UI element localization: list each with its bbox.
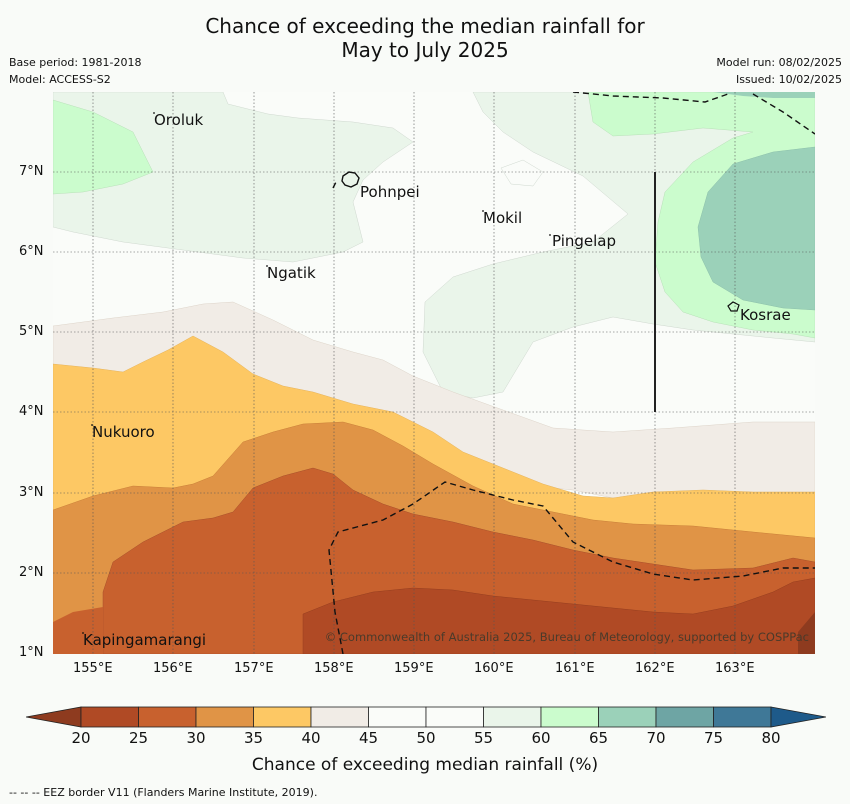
lat-label-7: 7°N bbox=[19, 164, 44, 179]
region-50-55-pocket bbox=[500, 159, 544, 187]
eez-borders bbox=[328, 92, 815, 654]
colorbar-tick-50: 50 bbox=[416, 729, 436, 747]
model-run: Model run: 08/02/2025 bbox=[716, 56, 842, 69]
colorbar-tick-40: 40 bbox=[301, 729, 321, 747]
lat-label-5: 5°N bbox=[19, 324, 44, 339]
lat-label-2: 2°N bbox=[19, 565, 44, 580]
place-ngatik: Ngatik bbox=[267, 264, 316, 282]
colorbar-cell-40-45 bbox=[310, 706, 369, 728]
colorbar-cell-70-75 bbox=[655, 706, 714, 728]
region-below-20 bbox=[798, 612, 815, 654]
region-65-70-north bbox=[713, 92, 815, 98]
colorbar-cells bbox=[80, 706, 772, 728]
ngatik-marker bbox=[266, 265, 268, 267]
copyright-notice: © Commonwealth of Australia 2025, Bureau… bbox=[324, 630, 809, 644]
colorbar-cell-45-50 bbox=[368, 706, 427, 728]
colorbar-tick-35: 35 bbox=[243, 729, 264, 747]
title-line-1: Chance of exceeding the median rainfall … bbox=[205, 14, 645, 38]
colorbar bbox=[26, 706, 826, 728]
colorbar-tick-75: 75 bbox=[703, 729, 724, 747]
colorbar-tick-65: 65 bbox=[588, 729, 609, 747]
lat-label-1: 1°N bbox=[19, 645, 44, 660]
lon-label-156: 156°E bbox=[153, 661, 193, 676]
oroluk-marker bbox=[153, 112, 155, 114]
place-pohnpei: Pohnpei bbox=[360, 183, 420, 201]
nukuoro-marker bbox=[91, 424, 93, 426]
region-25-30 bbox=[102, 467, 815, 654]
colorbar-cell-75-80 bbox=[713, 706, 772, 728]
lon-label-160: 160°E bbox=[474, 661, 514, 676]
map-canvas bbox=[53, 92, 815, 654]
graticule bbox=[53, 92, 815, 654]
region-25-30-south bbox=[53, 607, 103, 654]
colorbar-tick-20: 20 bbox=[71, 729, 91, 747]
pohnpei-island-outline bbox=[341, 171, 360, 188]
place-pingelap: Pingelap bbox=[552, 232, 617, 250]
colorbar-high-extend bbox=[770, 706, 826, 728]
lon-label-161: 161°E bbox=[555, 661, 595, 676]
eez-border-pohnpei-tick bbox=[332, 181, 337, 189]
base-period: Base period: 1981-2018 bbox=[9, 56, 142, 69]
place-nukuoro: Nukuoro bbox=[92, 423, 155, 441]
lon-label-163: 163°E bbox=[715, 661, 755, 676]
colorbar-cell-50-55 bbox=[425, 706, 484, 728]
meta-right: Model run: 08/02/2025 Issued: 10/02/2025 bbox=[716, 54, 842, 88]
colorbar-cell-60-65 bbox=[540, 706, 599, 728]
region-60-65-west bbox=[53, 99, 154, 195]
colorbar-tick-30: 30 bbox=[186, 729, 206, 747]
lat-label-4: 4°N bbox=[19, 404, 44, 419]
mokil-marker bbox=[482, 210, 484, 212]
region-65-70-east bbox=[697, 146, 815, 311]
place-mokil: Mokil bbox=[483, 209, 523, 227]
pingelap-marker bbox=[549, 234, 551, 236]
colorbar-tick-25: 25 bbox=[128, 729, 149, 747]
region-55-60 bbox=[53, 92, 414, 263]
lon-label-159: 159°E bbox=[394, 661, 434, 676]
title-line-2: May to July 2025 bbox=[341, 38, 509, 62]
model-name: Model: ACCESS-S2 bbox=[9, 73, 111, 86]
eez-border-northeast bbox=[752, 93, 815, 135]
eez-border-south bbox=[328, 481, 815, 654]
lon-label-155: 155°E bbox=[73, 661, 113, 676]
colorbar-title: Chance of exceeding median rainfall (%) bbox=[251, 755, 599, 775]
eez-footnote: -- -- -- EEZ border V11 (Flanders Marine… bbox=[9, 786, 318, 799]
colorbar-low-extend bbox=[26, 706, 82, 728]
map-panel: Oroluk Pohnpei Mokil Pingelap Ngatik Kos… bbox=[53, 92, 815, 654]
colorbar-cell-30-35 bbox=[195, 706, 254, 728]
colorbar-tick-45: 45 bbox=[358, 729, 379, 747]
lon-label-162: 162°E bbox=[635, 661, 675, 676]
colorbar-tick-55: 55 bbox=[473, 729, 494, 747]
colorbar-cell-55-60 bbox=[483, 706, 542, 728]
lat-label-6: 6°N bbox=[19, 244, 44, 259]
place-kapingamarangi: Kapingamarangi bbox=[83, 631, 207, 649]
colorbar-tick-80: 80 bbox=[761, 729, 781, 747]
place-oroluk: Oroluk bbox=[154, 111, 204, 129]
colorbar-cell-35-40 bbox=[253, 706, 312, 728]
lon-label-158: 158°E bbox=[314, 661, 354, 676]
colorbar-cell-25-30 bbox=[138, 706, 197, 728]
meta-left: Base period: 1981-2018 Model: ACCESS-S2 bbox=[9, 54, 141, 88]
region-20-25 bbox=[302, 577, 815, 654]
kosrae-island-outline bbox=[727, 301, 740, 312]
colorbar-cell-20-25 bbox=[80, 706, 139, 728]
lat-label-3: 3°N bbox=[19, 485, 44, 500]
colorbar-cell-65-70 bbox=[598, 706, 657, 728]
lon-label-157: 157°E bbox=[234, 661, 274, 676]
kapingamarangi-marker bbox=[82, 632, 84, 634]
place-kosrae: Kosrae bbox=[740, 306, 791, 324]
colorbar-tick-60: 60 bbox=[531, 729, 551, 747]
issued-date: Issued: 10/02/2025 bbox=[735, 73, 842, 86]
colorbar-tick-70: 70 bbox=[646, 729, 666, 747]
eez-border-north bbox=[572, 92, 729, 103]
